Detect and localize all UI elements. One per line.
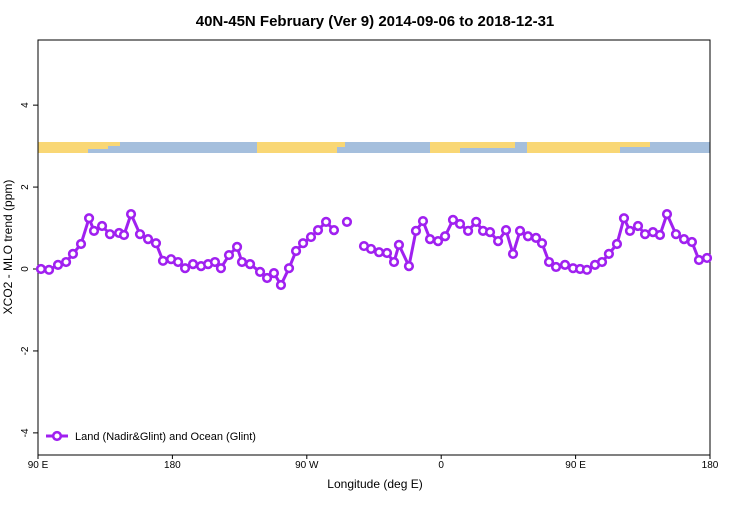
data-point [43, 264, 55, 275]
y-tick-label: 4 [20, 102, 31, 108]
x-tick-label: 0 [438, 460, 444, 471]
data-point [484, 227, 496, 238]
data-point [96, 220, 108, 232]
data-point [320, 216, 332, 227]
legend-marker [51, 430, 63, 442]
data-point [134, 229, 146, 240]
data-point [403, 261, 415, 272]
data-point [454, 218, 466, 230]
data-point [678, 234, 690, 245]
data-point [611, 238, 623, 250]
data-point [88, 225, 100, 237]
legend-label: Land (Nadir&Glint) and Ocean (Glint) [75, 431, 256, 443]
data-point [447, 214, 459, 225]
data-point [236, 256, 248, 268]
data-point [179, 263, 191, 274]
data-point [187, 258, 199, 270]
data-point [118, 229, 130, 241]
data-point [125, 209, 137, 220]
data-point [530, 232, 542, 243]
data-point [150, 238, 162, 249]
data-point [559, 259, 571, 271]
data-point [373, 247, 385, 258]
data-point [624, 225, 636, 237]
y-tick-label: -4 [20, 428, 31, 437]
data-point [83, 213, 95, 224]
x-axis-label: Longitude (deg E) [327, 477, 422, 491]
data-point [603, 248, 615, 259]
plot-frame [37, 39, 711, 456]
data-point [244, 258, 256, 270]
data-point [654, 229, 666, 241]
data-point [312, 224, 324, 236]
x-tick-label: 90 W [295, 460, 319, 471]
data-point [507, 248, 519, 259]
data-point [550, 261, 562, 273]
data-point [60, 256, 72, 268]
data-point [275, 279, 287, 291]
data-point [632, 220, 644, 232]
data-point [209, 256, 221, 268]
data-point [290, 245, 302, 257]
data-point [439, 231, 451, 242]
data-point [341, 216, 353, 227]
data-point [104, 229, 116, 240]
data-point [661, 209, 673, 220]
data-point [35, 263, 47, 275]
data-point [693, 254, 705, 266]
data-point [432, 236, 444, 247]
data-point [543, 256, 555, 268]
data-point [297, 238, 309, 249]
data-point [618, 213, 630, 224]
data-point [75, 238, 87, 250]
data-point [492, 236, 504, 247]
data-point [424, 234, 436, 245]
data-point [157, 255, 169, 266]
data-point [514, 225, 526, 237]
y-tick-label: 2 [20, 184, 31, 190]
x-tick-label: 90 E [565, 460, 586, 471]
y-tick-label: 0 [20, 266, 31, 272]
data-point [670, 229, 682, 240]
data-point [305, 231, 317, 243]
data-point [410, 225, 422, 237]
data-point [261, 272, 273, 284]
data-point [686, 236, 698, 248]
y-tick-label: -2 [20, 346, 31, 355]
data-point [215, 263, 227, 274]
data-point [142, 234, 154, 245]
data-point [536, 238, 548, 249]
data-point [596, 256, 608, 268]
data-point [639, 229, 651, 240]
chart-title: 40N-45N February (Ver 9) 2014-09-06 to 2… [196, 13, 555, 30]
land-ocean-strip [38, 142, 710, 153]
data-point [462, 225, 474, 237]
data-point [231, 241, 243, 252]
data-point [417, 215, 429, 227]
data-point [268, 268, 280, 279]
data-point [388, 256, 400, 268]
data-point [500, 224, 512, 236]
data-point [67, 248, 79, 259]
data-point [471, 216, 482, 227]
data-point [381, 247, 393, 259]
data-point [522, 231, 534, 242]
data-point [223, 249, 235, 261]
data-point [328, 224, 340, 236]
data-point [581, 264, 593, 275]
data-point [254, 266, 266, 277]
data-point [172, 256, 184, 268]
data-point [393, 239, 405, 250]
data-point [283, 263, 295, 274]
x-tick-label: 180 [702, 460, 719, 471]
x-tick-label: 90 E [28, 460, 49, 471]
data-point [365, 243, 377, 255]
y-axis-label: XCO2 - MLO trend (ppm) [1, 180, 15, 315]
x-tick-label: 180 [164, 460, 181, 471]
data-point [701, 252, 713, 264]
data-point [52, 259, 64, 271]
